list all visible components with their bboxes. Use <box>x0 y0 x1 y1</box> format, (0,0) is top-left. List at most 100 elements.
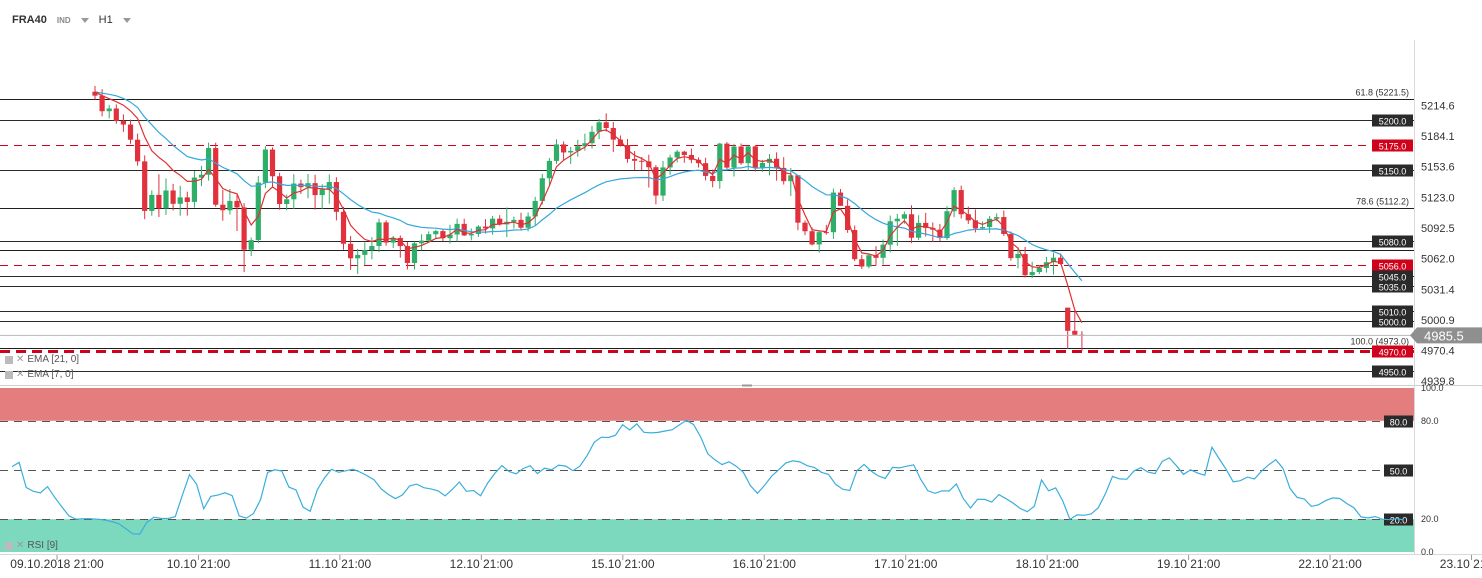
candle-body <box>213 148 219 205</box>
candle-body <box>1029 272 1035 276</box>
candle <box>1029 261 1035 279</box>
candle-body <box>149 194 155 211</box>
rsi-level-tag <box>1384 464 1413 477</box>
symbol-label: FRA40 <box>12 14 47 26</box>
candle-body <box>355 254 361 259</box>
level-label: 5010.0 <box>1379 308 1407 318</box>
candle-body <box>269 149 276 177</box>
candle <box>241 203 247 273</box>
candle-body <box>681 151 687 155</box>
rsi-overbought-zone <box>0 388 1414 421</box>
candle <box>411 241 418 270</box>
candle <box>958 185 964 219</box>
ema7-legend[interactable]: ✕ EMA [7, 0] <box>5 369 74 380</box>
level-tag <box>1372 270 1413 283</box>
candle-body <box>603 122 609 128</box>
candle-body <box>248 240 254 250</box>
candle <box>553 139 560 164</box>
candle <box>646 154 652 188</box>
x-tick-label: 22.10 21:00 <box>1298 557 1362 571</box>
candle-body <box>312 183 318 196</box>
candle-body <box>575 146 581 151</box>
candle <box>262 146 268 189</box>
candle <box>979 221 986 230</box>
timeframe-label[interactable]: H1 <box>98 14 113 26</box>
ema21-settings-icon[interactable] <box>5 355 13 364</box>
candle <box>1001 210 1007 236</box>
candle <box>894 213 900 246</box>
candle-body <box>1065 307 1071 331</box>
candle-body <box>837 192 844 206</box>
candle-body <box>610 127 616 140</box>
candle-body <box>1022 253 1028 276</box>
candle <box>149 190 155 216</box>
candle-body <box>319 189 325 196</box>
candle-body <box>546 160 552 179</box>
ema21-legend[interactable]: ✕ EMA [21, 0] <box>5 354 79 365</box>
candle-body <box>142 161 148 211</box>
ema7-close-icon[interactable]: ✕ <box>16 369 25 380</box>
candle-body <box>766 158 773 163</box>
ema21-close-icon[interactable]: ✕ <box>16 354 25 365</box>
candle-body <box>291 183 297 200</box>
candle <box>596 118 602 140</box>
rsi-legend[interactable]: ✕ RSI [9] <box>5 540 58 551</box>
candle <box>404 241 410 270</box>
level-tag <box>1372 365 1413 378</box>
symbol-dropdown-icon[interactable] <box>80 17 89 23</box>
candle-body <box>255 182 261 241</box>
candle <box>901 211 907 224</box>
candle-body <box>1008 233 1014 259</box>
candle <box>1065 307 1071 349</box>
candle <box>688 148 694 164</box>
fib-label: 78.6 (5112.2) <box>1356 197 1409 207</box>
candle <box>575 139 581 157</box>
level-label: 5056.0 <box>1379 262 1407 272</box>
candle-body <box>759 162 765 168</box>
candle-body <box>823 232 829 234</box>
candle-body <box>887 221 893 245</box>
x-tick-label: 17.10 21:00 <box>874 557 938 571</box>
rsi-close-icon[interactable]: ✕ <box>16 540 25 551</box>
level-tag <box>1372 315 1413 328</box>
candle-body <box>632 158 638 161</box>
candle <box>823 224 829 235</box>
candle <box>1015 247 1021 269</box>
candle-body <box>433 231 439 235</box>
candle-body <box>227 200 233 211</box>
rsi-settings-icon[interactable] <box>5 541 13 550</box>
candle-body <box>284 199 290 205</box>
timeframe-dropdown-icon[interactable] <box>122 17 131 23</box>
candle <box>127 119 134 144</box>
ema7-line <box>94 91 1083 323</box>
candle-body <box>539 178 545 201</box>
candle-body <box>816 232 822 245</box>
instrument-header[interactable]: FRA40 IND H1 <box>12 12 131 28</box>
candle-body <box>667 157 673 168</box>
candle-body <box>234 200 240 208</box>
y-tick-label: 5092.5 <box>1421 223 1455 235</box>
candle-body <box>511 219 517 222</box>
candle-body <box>206 148 212 175</box>
rsi-oversold-zone <box>0 519 1414 552</box>
candle-body <box>92 91 98 96</box>
candle-body <box>525 216 531 228</box>
candle-body <box>617 139 623 146</box>
candle <box>866 253 872 269</box>
candle-body <box>135 139 141 162</box>
candle <box>92 85 98 100</box>
candle <box>710 169 716 188</box>
candle-body <box>724 143 730 168</box>
candle <box>1050 252 1057 275</box>
level-tag <box>1372 164 1413 177</box>
candle-body <box>120 120 126 125</box>
candle <box>752 144 758 172</box>
candle <box>610 121 616 152</box>
ema7-settings-icon[interactable] <box>5 370 13 379</box>
candle-body <box>624 145 631 159</box>
rsi-tick-label: 80.0 <box>1421 416 1439 426</box>
candle <box>248 237 254 256</box>
candle <box>852 225 858 262</box>
candle-body <box>156 194 162 209</box>
